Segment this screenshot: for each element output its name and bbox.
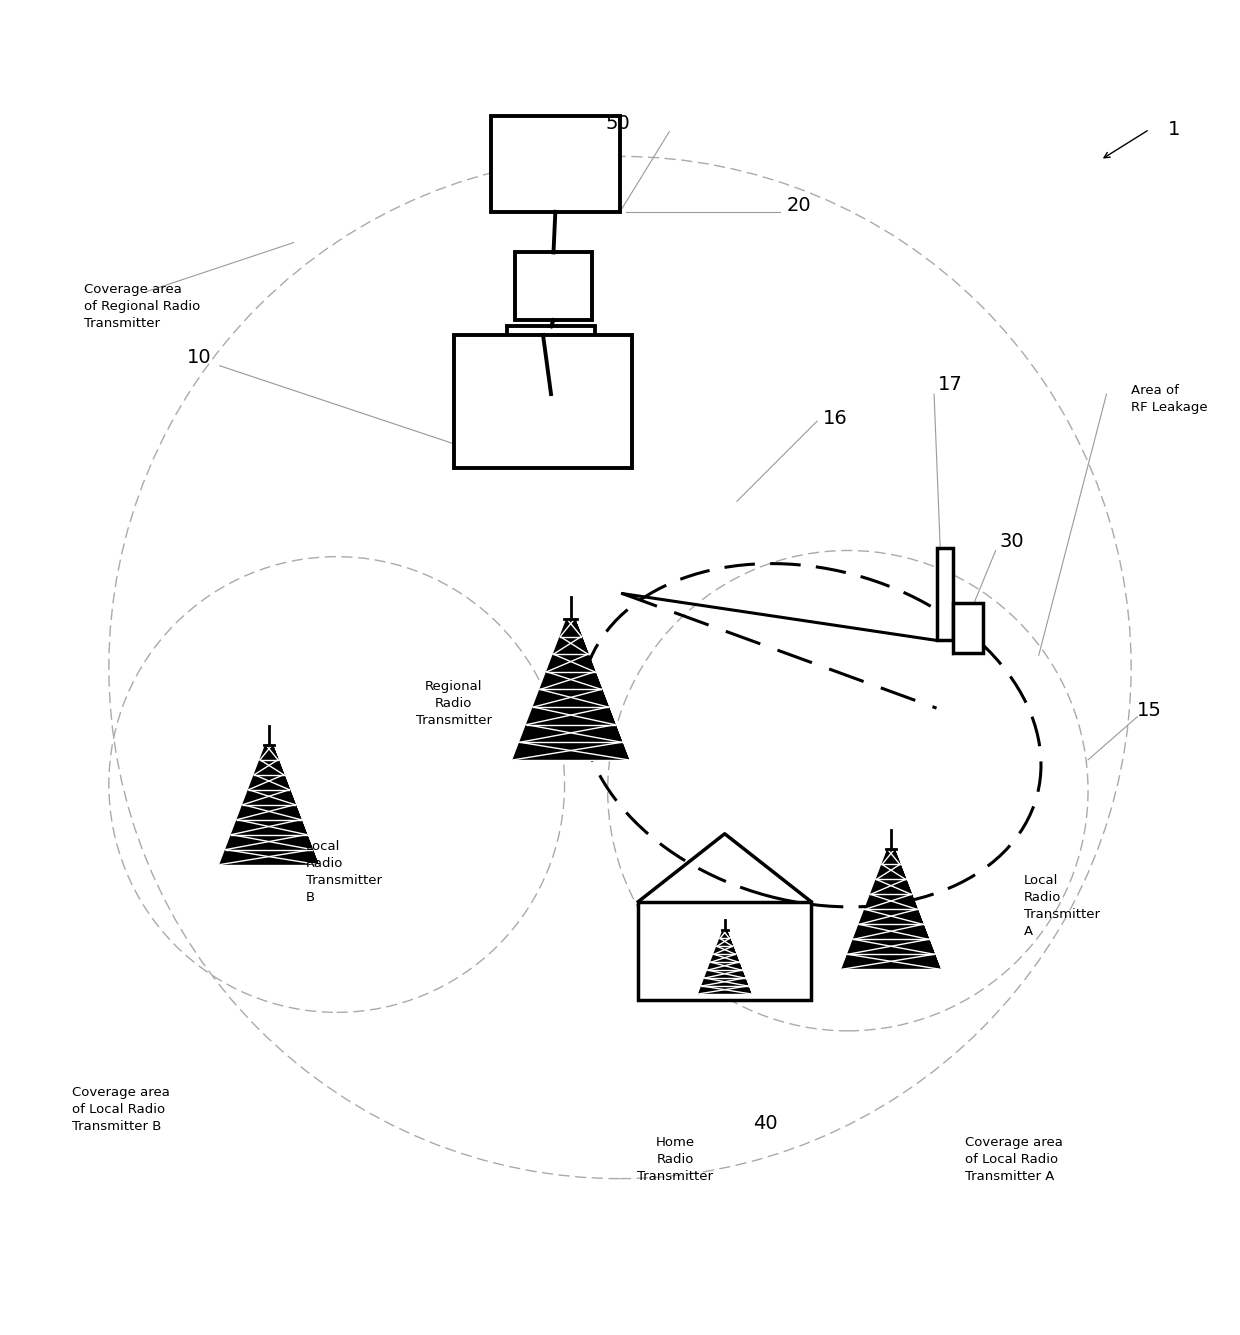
Bar [491,116,620,212]
Polygon shape [513,619,629,760]
Bar [516,252,591,320]
Bar [952,603,983,653]
Polygon shape [219,745,317,865]
Text: 40: 40 [753,1113,777,1132]
Polygon shape [513,619,629,760]
Text: Coverage area
of Regional Radio
Transmitter: Coverage area of Regional Radio Transmit… [84,283,201,330]
Text: Coverage area
of Local Radio
Transmitter B: Coverage area of Local Radio Transmitter… [72,1087,170,1133]
Text: 10: 10 [186,347,211,367]
Text: 50: 50 [605,113,630,132]
Polygon shape [219,745,317,865]
Bar [639,901,811,1000]
Text: Coverage area
of Local Radio
Transmitter A: Coverage area of Local Radio Transmitter… [965,1136,1063,1183]
Polygon shape [699,930,750,993]
Text: Home
Radio
Transmitter: Home Radio Transmitter [637,1136,713,1183]
Text: Area of
RF Leakage: Area of RF Leakage [1131,384,1208,414]
Polygon shape [842,849,940,969]
Polygon shape [699,930,750,993]
Text: Regional
Radio
Transmitter: Regional Radio Transmitter [415,680,492,726]
Text: 17: 17 [937,375,962,394]
Text: 1: 1 [1168,120,1180,139]
Text: 20: 20 [786,196,811,215]
Text: 15: 15 [1137,701,1162,720]
Polygon shape [842,849,940,969]
Bar [507,326,595,394]
Text: 16: 16 [823,410,848,429]
Text: Local
Radio
Transmitter
A: Local Radio Transmitter A [1024,874,1100,939]
Bar [936,549,952,641]
Text: Local
Radio
Transmitter
B: Local Radio Transmitter B [306,840,382,904]
Text: 30: 30 [999,533,1024,551]
Bar [454,335,632,469]
